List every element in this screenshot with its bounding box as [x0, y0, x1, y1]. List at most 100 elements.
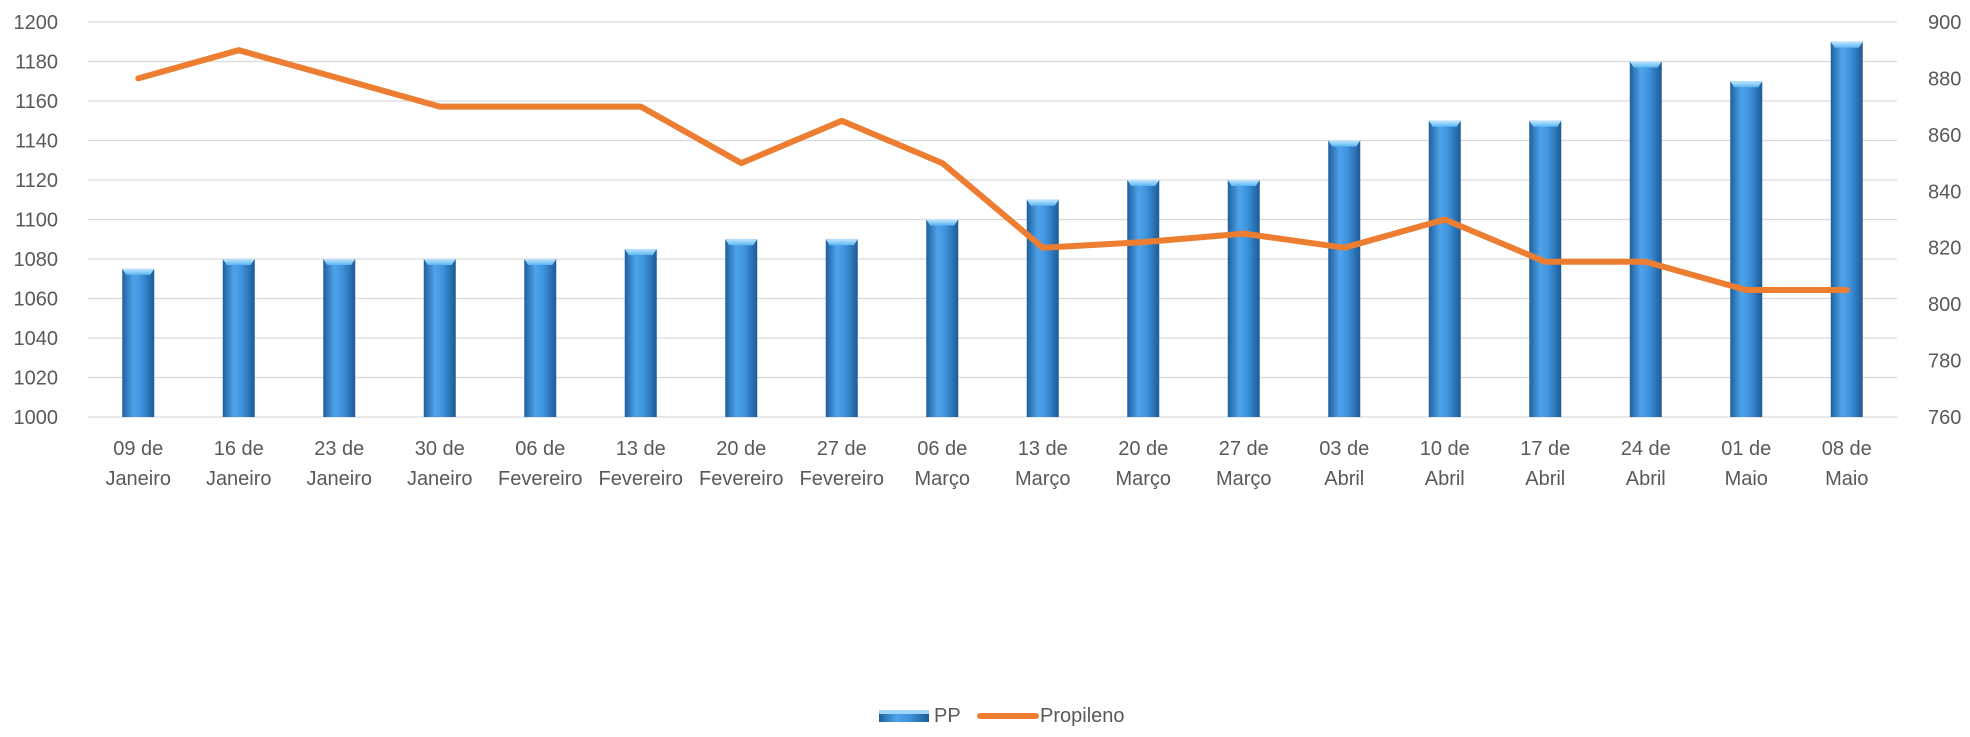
- bar-cap: [122, 268, 155, 275]
- bar-cap: [423, 259, 456, 265]
- left-y-axis: 1000 1020 1040 1060 1080 1100 1120 1140 1160 1180…: [14, 12, 59, 429]
- x-tick-line: 16 de: [214, 438, 264, 460]
- bar: [624, 249, 657, 417]
- bar-body: [222, 259, 255, 417]
- x-tick-label: 16 de Janeiro: [206, 438, 272, 490]
- right-tick-label: 840: [1928, 181, 1961, 203]
- gridlines: [88, 21, 1897, 418]
- x-tick-line: Maio: [1725, 468, 1768, 490]
- x-tick-line: 20 de: [716, 438, 766, 460]
- bar: [122, 268, 155, 417]
- x-tick-line: Abril: [1626, 468, 1666, 490]
- bar-cap: [524, 259, 557, 265]
- x-tick-line: Abril: [1324, 468, 1364, 490]
- pp-bars: [122, 41, 1863, 417]
- x-tick-line: Março: [1216, 468, 1272, 490]
- bar: [1830, 41, 1863, 417]
- left-tick-label: 1100: [15, 210, 58, 232]
- bar: [1730, 81, 1763, 417]
- left-tick-label: 1040: [14, 328, 59, 350]
- bar-cap: [1127, 180, 1160, 186]
- x-tick-line: 17 de: [1520, 438, 1570, 460]
- x-tick-line: 13 de: [1018, 438, 1068, 460]
- left-tick-label: 1120: [15, 170, 58, 192]
- x-tick-label: 06 de Março: [914, 438, 970, 490]
- left-tick-label: 1140: [15, 131, 58, 153]
- x-tick-line: 13 de: [616, 438, 666, 460]
- bar-cap: [725, 239, 758, 246]
- bar: [1328, 140, 1361, 417]
- legend-swatch-pp-cap: [879, 710, 929, 714]
- x-tick-label: 08 de Maio: [1822, 438, 1872, 490]
- bar-body: [1328, 140, 1361, 417]
- bar-body: [524, 259, 557, 417]
- bar-body: [122, 268, 155, 417]
- x-tick-line: Fevereiro: [599, 468, 683, 490]
- x-axis: 09 de Janeiro 16 de Janeiro 23 de Janeiro 30 d…: [105, 438, 1871, 490]
- legend: PP Propileno: [879, 705, 1125, 727]
- bar-body: [1428, 120, 1461, 417]
- bar-cap: [1730, 81, 1763, 88]
- x-tick-line: Abril: [1525, 468, 1565, 490]
- x-tick-label: 06 de Fevereiro: [498, 438, 582, 490]
- bar: [222, 259, 255, 417]
- x-tick-line: 30 de: [415, 438, 465, 460]
- right-tick-label: 820: [1928, 238, 1961, 260]
- bar-body: [1830, 41, 1863, 417]
- x-tick-line: Janeiro: [306, 468, 372, 490]
- bar: [926, 219, 959, 417]
- left-tick-label: 1180: [15, 52, 58, 74]
- left-tick-label: 1160: [15, 91, 58, 113]
- x-tick-line: Janeiro: [206, 468, 272, 490]
- bar-cap: [825, 239, 858, 246]
- bar: [1428, 120, 1461, 417]
- right-tick-label: 900: [1928, 12, 1961, 34]
- bar: [1629, 61, 1662, 417]
- bar-cap: [323, 259, 356, 265]
- bar-cap: [1629, 61, 1662, 68]
- right-tick-label: 760: [1928, 407, 1961, 429]
- x-tick-line: 23 de: [314, 438, 364, 460]
- bar-cap: [926, 219, 959, 226]
- bar-body: [926, 219, 959, 417]
- x-tick-line: 10 de: [1420, 438, 1470, 460]
- bar-body: [423, 259, 456, 417]
- x-tick-line: Fevereiro: [800, 468, 884, 490]
- x-tick-line: Março: [914, 468, 970, 490]
- x-tick-label: 24 de Abril: [1621, 438, 1671, 490]
- bar-cap: [222, 259, 255, 265]
- x-tick-line: 08 de: [1822, 438, 1872, 460]
- x-tick-label: 20 de Fevereiro: [699, 438, 783, 490]
- bar-cap: [1428, 120, 1461, 127]
- x-tick-label: 03 de Abril: [1319, 438, 1369, 490]
- left-tick-label: 1020: [14, 368, 59, 390]
- x-tick-line: 27 de: [1219, 438, 1269, 460]
- legend-item-propileno: Propileno: [977, 705, 1125, 727]
- x-tick-line: Março: [1115, 468, 1171, 490]
- x-tick-line: 20 de: [1118, 438, 1168, 460]
- x-tick-label: 09 de Janeiro: [105, 438, 171, 490]
- bar-cap: [1026, 199, 1059, 206]
- x-tick-line: Março: [1015, 468, 1071, 490]
- bar: [1127, 180, 1160, 417]
- bar: [323, 259, 356, 417]
- x-tick-line: Fevereiro: [699, 468, 783, 490]
- right-tick-label: 780: [1928, 351, 1961, 373]
- bar-body: [825, 239, 858, 417]
- x-tick-label: 13 de Março: [1015, 438, 1071, 490]
- bar: [423, 259, 456, 417]
- x-tick-line: 06 de: [917, 438, 967, 460]
- left-tick-label: 1060: [14, 289, 59, 311]
- bar-body: [1629, 61, 1662, 417]
- bar-body: [1730, 81, 1763, 417]
- x-tick-label: 01 de Maio: [1721, 438, 1771, 490]
- x-tick-label: 30 de Janeiro: [407, 438, 473, 490]
- bar: [524, 259, 557, 417]
- propileno-line: [135, 47, 1850, 293]
- bar-body: [1529, 120, 1562, 417]
- x-tick-line: Janeiro: [105, 468, 171, 490]
- left-tick-label: 1200: [14, 12, 59, 34]
- x-tick-line: 09 de: [113, 438, 163, 460]
